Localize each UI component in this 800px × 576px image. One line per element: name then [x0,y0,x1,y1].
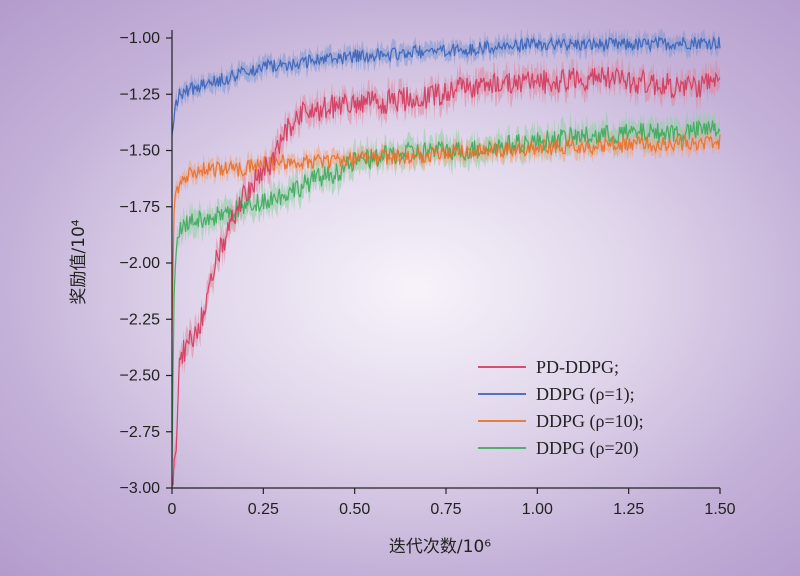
series-band-3 [172,106,720,470]
y-tick-label: −2.25 [120,311,161,328]
y-tick-label: −1.00 [120,30,161,47]
y-tick-label: −1.25 [120,86,161,103]
legend-label-1: DDPG (ρ=1); [536,384,635,405]
ticks: 0 0.25 0.50 0.75 1.00 1.25 1.50 −1.00 −1.25 −1.50… [120,30,736,518]
y-tick-label: −2.50 [120,368,161,385]
series-band-2 [172,125,720,343]
legend-label-3: DDPG (ρ=20) [536,438,639,459]
x-tick-label: 0.50 [339,501,370,518]
series-lines [171,35,721,486]
legend-label-2: DDPG (ρ=10); [536,411,644,432]
legend: PD-DDPG; DDPG (ρ=1); DDPG (ρ=10); DDPG (ρ=2… [478,357,644,459]
y-axis-title: 奖励值/10⁴ [69,219,89,304]
series-line-3 [171,119,721,462]
y-tick-label: −2.00 [120,255,161,272]
x-tick-label: 1.50 [704,501,735,518]
x-tick-label: 1.25 [613,501,644,518]
y-tick-label: −2.75 [120,424,161,441]
x-axis-title: 迭代次数/10⁶ [389,537,491,557]
y-tick-label: −3.00 [120,480,161,497]
x-tick-label: 0 [168,501,177,518]
y-tick-label: −1.50 [120,143,161,160]
legend-label-0: PD-DDPG; [536,357,619,377]
x-tick-label: 1.00 [522,501,553,518]
series-line-0 [171,67,721,486]
y-tick-label: −1.75 [120,199,161,216]
x-tick-label: 0.75 [430,501,461,518]
series-line-2 [171,134,721,333]
series-line-1 [171,35,721,135]
x-tick-label: 0.25 [248,501,279,518]
